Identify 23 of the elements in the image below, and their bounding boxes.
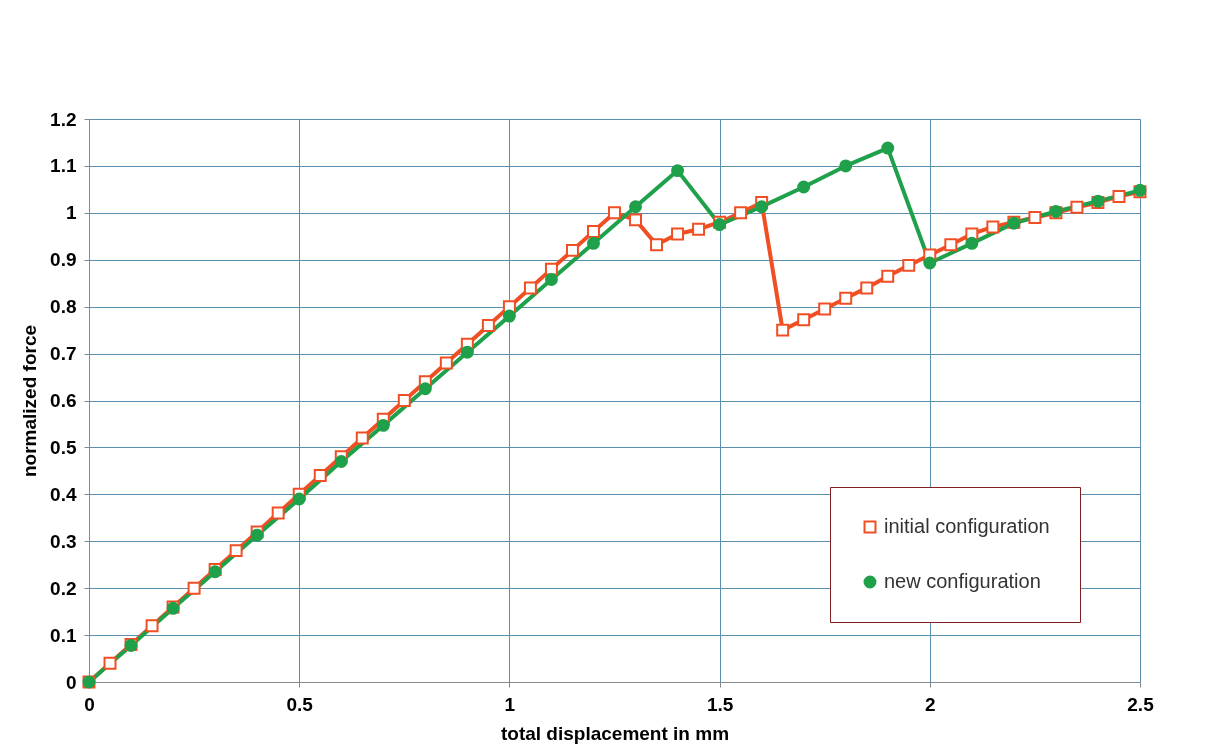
- legend-label: new configuration: [884, 570, 1041, 592]
- y-tick-label: 0.9: [50, 249, 77, 271]
- y-tick-label: 0.6: [50, 390, 77, 411]
- y-tick-label: 0: [65, 671, 77, 693]
- y-tick-label: 1: [65, 202, 77, 224]
- x-tick-label: 0.5: [286, 693, 314, 715]
- y-tick-label: 0.5: [50, 436, 77, 458]
- x-tick-label: 1: [504, 693, 516, 715]
- y-tick-label: 0.3: [50, 530, 77, 552]
- x-tick-label: 2: [925, 693, 936, 715]
- y-tick-label: 0.7: [50, 343, 77, 365]
- y-tick-label: 1.2: [50, 108, 77, 130]
- x-tick-label: 2.5: [1127, 693, 1155, 715]
- x-axis-title: total displacement in mm: [500, 722, 730, 744]
- legend-label: initial configuration: [884, 515, 1050, 537]
- y-tick-label: 0.4: [50, 483, 77, 505]
- y-tick-label: 0.2: [50, 577, 77, 599]
- x-tick-label: 0: [84, 693, 95, 715]
- x-tick-label: 1.5: [706, 693, 734, 715]
- y-axis-title: normalized force: [19, 324, 41, 478]
- y-tick-label: 1.1: [50, 155, 77, 177]
- y-tick-label: 0.8: [50, 296, 77, 318]
- y-tick-label: 0.1: [50, 624, 77, 646]
